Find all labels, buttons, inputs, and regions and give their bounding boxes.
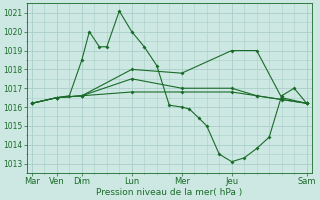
- X-axis label: Pression niveau de la mer( hPa ): Pression niveau de la mer( hPa ): [96, 188, 242, 197]
